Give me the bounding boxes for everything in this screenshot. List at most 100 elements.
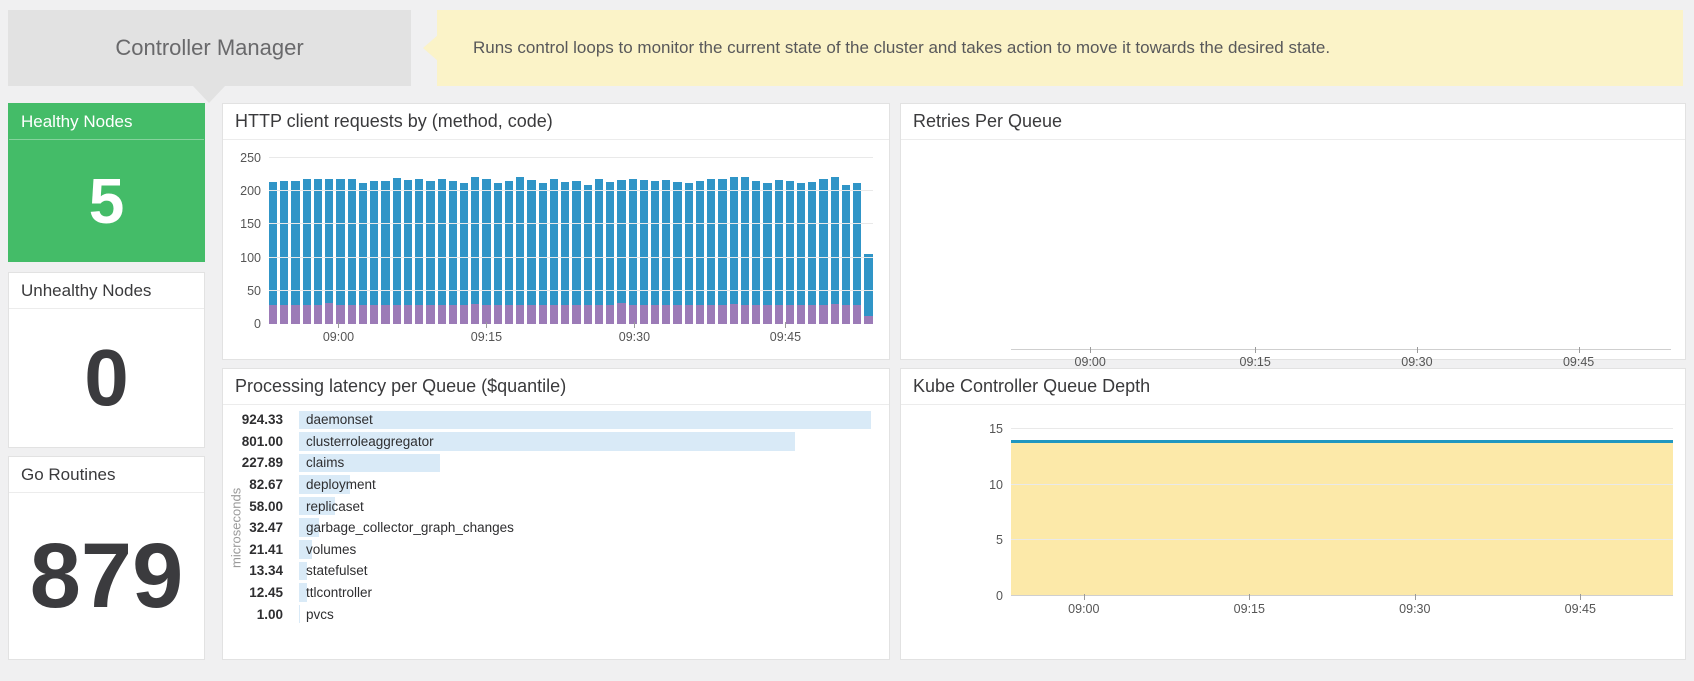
http-bar-segment-purple [808, 305, 817, 324]
stat-panel-go-routines: Go Routines 879 [8, 456, 205, 660]
http-chart-x-axis: 09:00 09:15 09:30 09:45 [269, 322, 873, 350]
y-tick-label: 250 [240, 151, 261, 165]
latency-queue-label: deployment [306, 477, 376, 493]
http-bar [639, 179, 648, 324]
http-bar-segment-purple [819, 305, 828, 324]
description-text: Runs control loops to monitor the curren… [473, 38, 1331, 57]
panel-retries-per-queue: Retries Per Queue 09:00 09:15 09:30 09:45 [900, 103, 1686, 369]
latency-queue-label: replicaset [306, 498, 364, 514]
http-bar [482, 178, 491, 324]
http-bar [437, 178, 446, 324]
retries-chart-x-axis[interactable]: 09:00 09:15 09:30 09:45 [1011, 347, 1671, 375]
http-bar [572, 180, 581, 324]
http-bar-segment-purple [740, 305, 750, 324]
http-bar-segment-purple [583, 305, 592, 324]
http-bar-segment-blue [459, 182, 469, 306]
http-bar [269, 181, 278, 324]
http-bar-segment-purple [471, 304, 480, 324]
http-bar-segment-purple [763, 305, 772, 324]
http-bar-segment-blue [403, 179, 413, 306]
queue-chart-plot[interactable] [1011, 428, 1673, 596]
http-bar [302, 179, 311, 324]
http-bar-segment-blue [269, 181, 278, 306]
http-bar-segment-purple [538, 305, 547, 324]
panel-processing-latency: Processing latency per Queue ($quantile)… [222, 368, 890, 660]
http-bar-segment-blue [482, 178, 491, 306]
latency-bar-track [299, 518, 871, 538]
http-bar-segment-blue [774, 179, 783, 306]
x-tick-mark [338, 322, 340, 328]
http-bar-segment-blue [291, 181, 300, 306]
http-bar-segment-blue [583, 185, 592, 306]
latency-queue-label: garbage_collector_graph_changes [306, 520, 514, 536]
queue-value-line [1011, 440, 1673, 444]
http-bar [381, 180, 390, 324]
x-tick-label: 09:15 [470, 330, 503, 344]
latency-queue-label: claims [306, 455, 345, 471]
http-bar-segment-blue [392, 177, 401, 306]
http-bar [426, 181, 435, 324]
stat-panel-unhealthy-nodes: Unhealthy Nodes 0 [8, 272, 205, 448]
http-bar-segment-purple [572, 305, 581, 324]
x-tick-label: 09:30 [1401, 355, 1433, 369]
http-bar-segment-blue [707, 179, 716, 306]
x-tick-label: 09:00 [1068, 602, 1100, 616]
http-bar-segment-purple [381, 305, 390, 324]
http-bar-segment-purple [269, 305, 278, 324]
http-bar-segment-blue [504, 180, 514, 306]
http-bar [684, 182, 693, 324]
latency-bar-track [299, 583, 871, 602]
http-bar-segment-blue [740, 176, 750, 306]
latency-queue-label: daemonset [306, 412, 373, 428]
latency-queue-label: statefulset [306, 563, 368, 579]
x-tick-mark [785, 322, 787, 328]
http-bar [695, 181, 705, 324]
http-bar [864, 254, 873, 324]
http-bar-segment-purple [774, 305, 783, 324]
page-title: Controller Manager [115, 35, 304, 60]
stat-value-healthy-nodes: 5 [88, 164, 125, 237]
x-tick-mark [1083, 594, 1085, 600]
http-bar [763, 182, 772, 324]
http-bar-segment-blue [381, 180, 390, 306]
http-bar-segment-blue [864, 254, 873, 317]
title-box-tail-icon [193, 86, 225, 103]
http-bar-segment-blue [673, 181, 682, 306]
latency-value: 13.34 [249, 563, 283, 579]
description-callout: Runs control loops to monitor the curren… [437, 10, 1683, 86]
http-bar-segment-purple [673, 305, 682, 324]
latency-row: 801.00 clusterroleaggregator [223, 431, 889, 453]
callout-tail-icon [423, 35, 438, 61]
http-bar-segment-blue [370, 181, 379, 306]
http-bar-segment-blue [853, 183, 862, 306]
latency-bar [299, 540, 313, 559]
http-bar [841, 184, 851, 324]
latency-row: 58.00 replicaset [223, 495, 889, 517]
http-bar [516, 176, 525, 324]
gridline [269, 223, 873, 225]
y-tick-label: 150 [240, 217, 261, 232]
http-bar [740, 176, 750, 324]
http-bar [650, 181, 660, 324]
http-bar-segment-blue [729, 176, 738, 305]
http-bar [617, 179, 626, 324]
http-bar-segment-blue [785, 180, 795, 306]
http-bar-segment-blue [718, 178, 727, 306]
http-bar-segment-purple [752, 305, 761, 324]
http-chart-plot[interactable] [269, 157, 873, 324]
http-bar-segment-blue [617, 179, 626, 304]
latency-value: 12.45 [249, 585, 283, 601]
latency-value: 227.89 [241, 455, 283, 471]
http-bar [392, 177, 401, 324]
x-tick-label: 09:45 [1562, 355, 1595, 369]
x-tick-label: 09:30 [618, 330, 651, 344]
x-tick-mark [1090, 347, 1092, 353]
stat-label-go-routines: Go Routines [9, 457, 204, 493]
http-bar-segment-blue [594, 179, 604, 306]
latency-bar-track [299, 540, 871, 559]
http-bar-segment-purple [403, 305, 413, 324]
http-bar-segment-purple [684, 305, 693, 324]
latency-chart-rows[interactable]: 924.33 daemonset 801.00 clusterroleaggregat… [223, 409, 889, 647]
http-bar-segment-purple [459, 305, 469, 324]
latency-bar-track [299, 604, 871, 624]
